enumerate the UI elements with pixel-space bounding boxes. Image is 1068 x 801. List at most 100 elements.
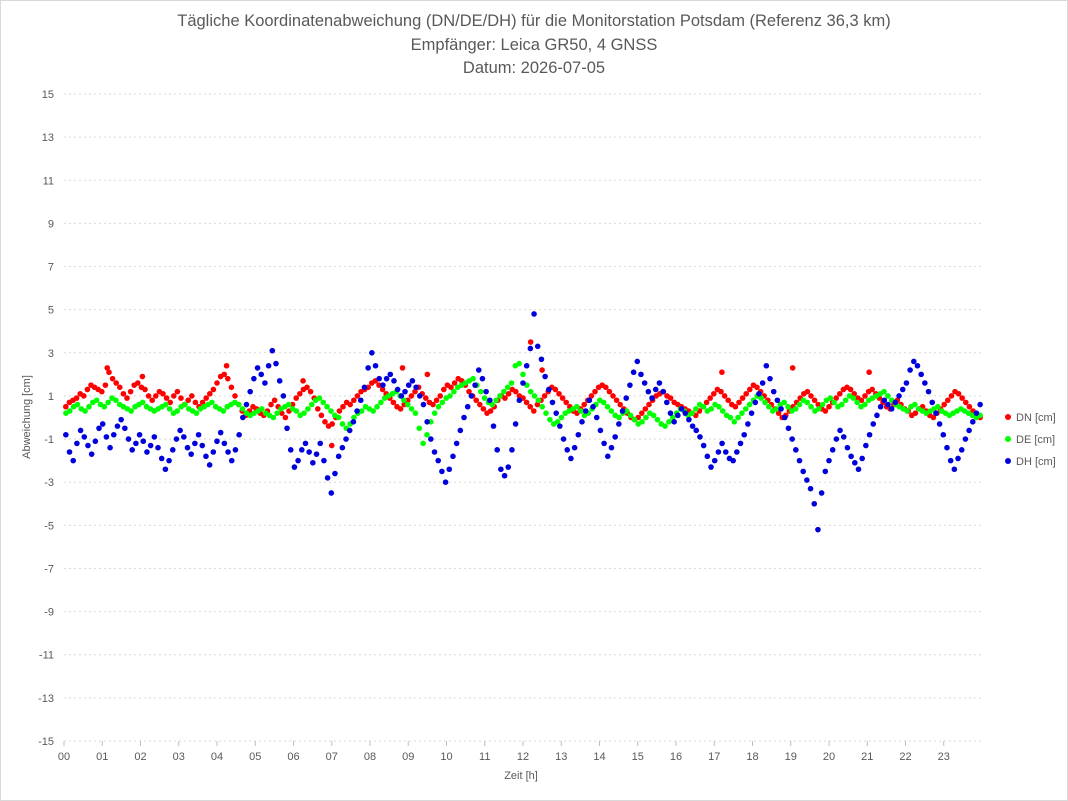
data-point	[547, 416, 553, 423]
data-point	[737, 440, 744, 447]
data-point	[711, 390, 717, 397]
data-point	[604, 403, 611, 410]
y-tick-label: -7	[44, 563, 54, 575]
data-point	[899, 386, 906, 393]
data-point	[295, 457, 301, 464]
data-point	[85, 442, 91, 449]
data-point	[489, 401, 496, 408]
y-tick-label: -9	[44, 607, 54, 619]
data-point	[754, 384, 760, 391]
data-point	[63, 431, 69, 438]
data-point	[616, 421, 622, 427]
data-point	[852, 459, 858, 466]
data-point	[70, 457, 77, 464]
data-point	[704, 453, 711, 460]
data-point	[300, 378, 306, 384]
data-point	[678, 406, 685, 412]
data-point	[473, 397, 480, 404]
data-point	[613, 397, 620, 404]
data-point	[807, 485, 814, 492]
data-point	[523, 362, 530, 369]
x-tick-label: 12	[517, 751, 529, 763]
data-point	[700, 442, 707, 449]
data-point	[335, 414, 342, 421]
data-point	[612, 434, 618, 440]
y-axis-label: Abweichung [cm]	[21, 375, 33, 459]
x-tick-label: 02	[134, 751, 146, 763]
data-point	[631, 416, 638, 423]
data-point	[402, 388, 408, 395]
y-tick-label: -15	[38, 736, 54, 748]
data-point	[439, 399, 446, 406]
data-point	[199, 442, 206, 449]
data-point	[372, 362, 379, 369]
data-point	[74, 440, 80, 447]
data-point	[228, 384, 235, 391]
data-point	[493, 397, 499, 404]
data-point	[959, 395, 965, 401]
data-point	[667, 410, 674, 416]
data-point	[619, 408, 626, 414]
data-point	[829, 447, 836, 453]
data-point	[819, 401, 826, 408]
data-point	[306, 449, 312, 455]
data-point	[166, 457, 172, 464]
data-point	[608, 408, 615, 414]
data-point	[785, 425, 792, 432]
data-point	[616, 414, 622, 421]
series-de	[63, 360, 983, 447]
data-point	[736, 399, 742, 406]
data-point	[770, 388, 777, 395]
data-point	[639, 410, 645, 416]
data-point	[513, 388, 519, 395]
data-point	[588, 393, 595, 399]
data-point	[163, 395, 170, 401]
data-point	[508, 380, 515, 386]
data-point	[708, 406, 715, 412]
series-dh	[63, 311, 983, 533]
data-point	[487, 397, 493, 404]
data-point	[592, 388, 598, 395]
data-point	[240, 414, 246, 421]
data-point	[686, 416, 692, 423]
data-point	[581, 401, 587, 408]
data-point	[113, 397, 119, 404]
data-point	[149, 397, 155, 404]
data-point	[700, 403, 707, 410]
data-point	[914, 362, 921, 369]
data-point	[405, 397, 411, 404]
data-point	[413, 384, 419, 391]
data-point	[549, 399, 556, 406]
data-point	[863, 442, 869, 449]
data-point	[818, 490, 825, 496]
data-point	[223, 362, 230, 369]
data-point	[808, 403, 814, 410]
data-point	[178, 395, 184, 401]
data-point	[866, 369, 872, 376]
data-point	[461, 414, 467, 421]
data-point	[573, 403, 580, 410]
data-point	[534, 401, 541, 408]
data-point	[827, 395, 834, 401]
data-point	[762, 399, 768, 406]
data-point	[214, 438, 220, 445]
data-point	[774, 397, 781, 404]
data-point	[302, 440, 309, 447]
data-point	[113, 380, 119, 386]
data-point	[317, 440, 324, 447]
data-point	[192, 440, 198, 447]
data-point	[268, 401, 274, 408]
data-point	[335, 453, 342, 460]
data-point	[340, 403, 346, 410]
data-point	[693, 406, 699, 412]
data-point	[907, 367, 913, 373]
data-point	[370, 408, 377, 414]
data-point	[416, 393, 423, 399]
data-point	[193, 410, 200, 416]
data-point	[350, 419, 357, 425]
data-point	[420, 401, 427, 408]
data-point	[437, 393, 444, 399]
data-point	[627, 382, 633, 388]
data-point	[336, 408, 343, 414]
